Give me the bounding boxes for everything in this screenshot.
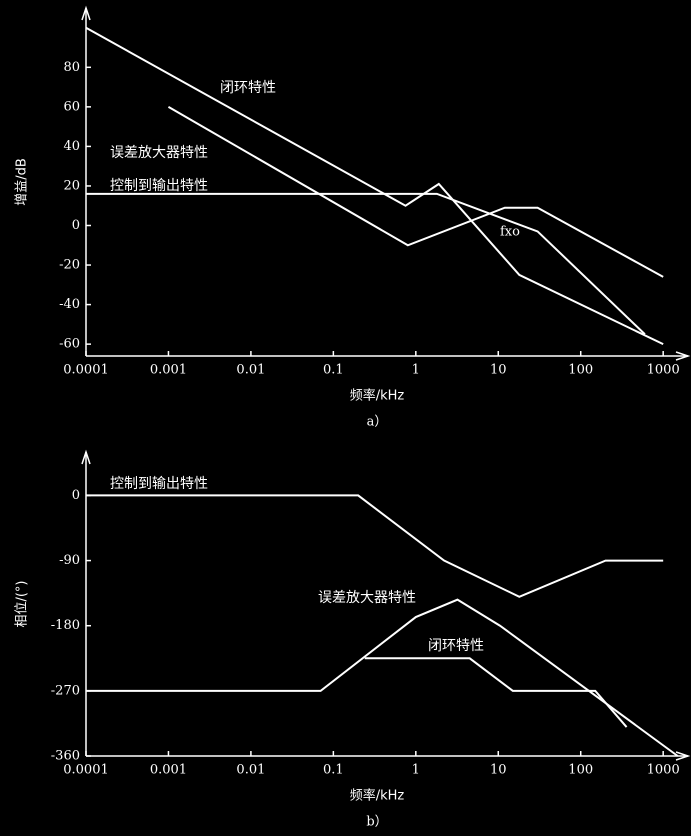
series-label: 闭环特性 [220, 80, 276, 96]
caption: a） [367, 415, 388, 430]
y-tick-label: 0 [72, 218, 80, 233]
x-tick-label: 1 [412, 763, 420, 778]
series-label: 误差放大器特性 [110, 145, 208, 161]
x-axis-label: 频率/kHz [350, 388, 405, 404]
x-tick-label: 1 [412, 363, 420, 378]
axis-arrow [675, 351, 691, 361]
x-tick-label: 0.0001 [63, 763, 109, 778]
x-tick-label: 100 [568, 363, 593, 378]
x-tick-label: 100 [568, 763, 593, 778]
y-tick-label: 80 [63, 60, 80, 75]
x-tick-label: 0.01 [236, 363, 265, 378]
axis-arrow [675, 751, 691, 761]
x-tick-label: 10 [490, 363, 507, 378]
series-label: 控制到输出特性 [110, 178, 208, 194]
series-label: 误差放大器特性 [318, 590, 416, 606]
x-tick-label: 1000 [647, 363, 680, 378]
x-tick-label: 0.0001 [63, 363, 109, 378]
series-line [85, 26, 664, 346]
series-line [86, 598, 679, 757]
annotation: fxo [500, 225, 520, 240]
series-line [364, 657, 628, 728]
x-tick-label: 0.1 [323, 363, 344, 378]
y-tick-label: -360 [51, 749, 80, 764]
y-tick-label: 60 [63, 99, 80, 114]
x-tick-label: 1000 [647, 763, 680, 778]
series-line [86, 192, 646, 335]
caption: b） [366, 815, 387, 830]
axis-arrow [81, 449, 91, 465]
series-line [167, 105, 664, 278]
series-line [86, 494, 664, 598]
y-tick-label: 20 [63, 178, 80, 193]
y-tick-label: 40 [63, 139, 80, 154]
y-tick-label: -20 [59, 258, 80, 273]
x-tick-label: 0.001 [150, 763, 187, 778]
y-tick-label: 0 [72, 488, 80, 503]
y-axis-label: 增益/dB [15, 158, 30, 206]
series-label: 闭环特性 [428, 638, 484, 654]
x-tick-label: 0.001 [150, 363, 187, 378]
y-tick-label: -270 [51, 683, 80, 698]
x-tick-label: 0.1 [323, 763, 344, 778]
series-label: 控制到输出特性 [110, 476, 208, 492]
y-tick-label: -90 [59, 553, 80, 568]
y-tick-label: -40 [59, 297, 80, 312]
y-tick-label: -180 [51, 618, 80, 633]
axis-arrow [81, 5, 91, 21]
x-tick-label: 10 [490, 763, 507, 778]
x-axis-label: 频率/kHz [350, 788, 405, 804]
y-tick-label: -60 [59, 337, 80, 352]
y-axis-label: 相位/(°) [15, 580, 30, 627]
x-tick-label: 0.01 [236, 763, 265, 778]
